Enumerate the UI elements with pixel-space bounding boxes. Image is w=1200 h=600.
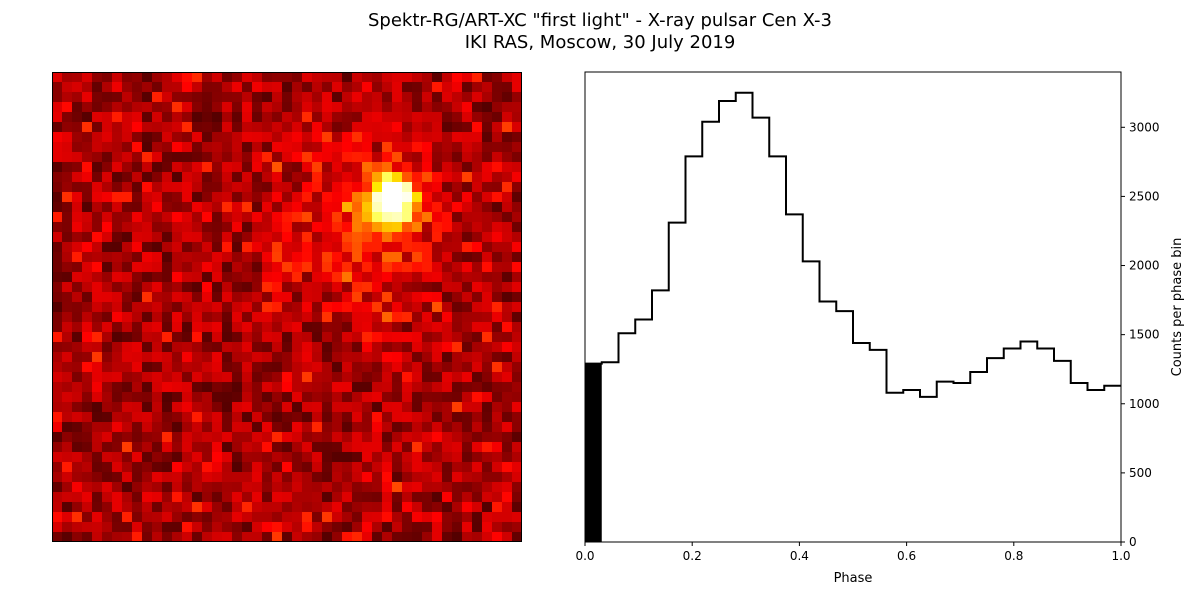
x-tick-label: 0.4 [790,549,809,563]
x-tick-label: 0.6 [897,549,916,563]
y-tick-label: 500 [1129,466,1152,480]
y-tick-label: 0 [1129,535,1137,549]
y-tick-label: 3000 [1129,120,1160,134]
x-tick-label: 1.0 [1111,549,1130,563]
plot-frame [584,71,1122,543]
y-tick-label: 1500 [1129,328,1160,342]
x-tick-label: 0.2 [683,549,702,563]
x-tick-label: 0.8 [1004,549,1023,563]
x-tick-label: 0.0 [575,549,594,563]
y-tick-label: 2500 [1129,189,1160,203]
figure-title-line1: Spektr-RG/ART-XC "first light" - X-ray p… [368,10,832,31]
y-tick-label: 2000 [1129,259,1160,273]
x-axis-label: Phase [834,571,873,586]
figure-title-line2: IKI RAS, Moscow, 30 July 2019 [464,32,736,53]
pulse-profile-step-line [585,91,1121,398]
filled-first-bin [585,363,602,542]
xray-sky-image-heatmap [52,72,522,542]
y-axis-label: Counts per phase bin [1170,238,1185,377]
y-tick-label: 1000 [1129,397,1160,411]
